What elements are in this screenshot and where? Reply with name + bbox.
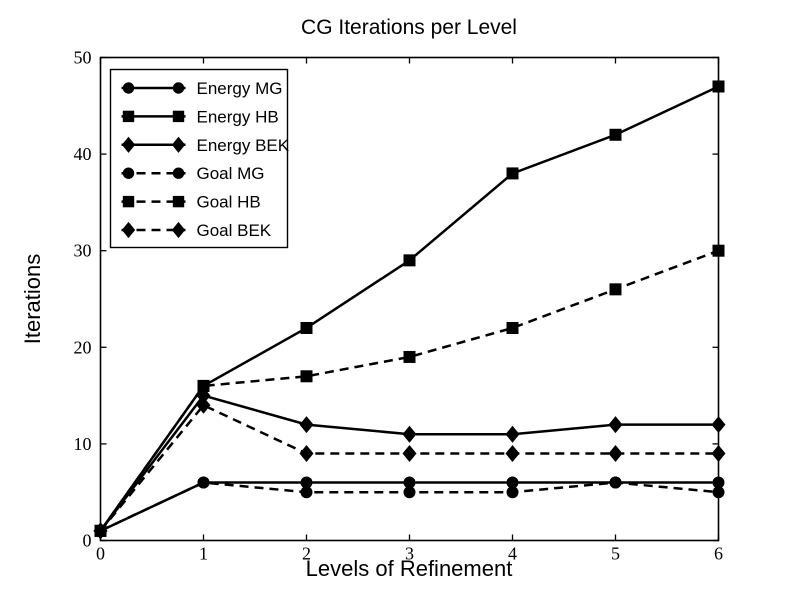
series-energy-hb-square-marker [403, 254, 416, 267]
series-energy-bek-diamond-marker [608, 416, 623, 434]
x-tick-label: 6 [714, 544, 723, 564]
series-energy-bek-diamond-marker [402, 425, 417, 443]
x-tick-label: 5 [611, 544, 620, 564]
series-goal-hb-square-marker [609, 283, 622, 296]
legend-item-energy-hb-label: Energy HB [197, 107, 279, 126]
series-goal-bek [93, 396, 726, 540]
x-tick-label: 1 [199, 544, 208, 564]
series-energy-hb-square-marker [712, 80, 725, 93]
legend-item-goal-mg: Goal MG [121, 164, 265, 183]
series-goal-bek-diamond-marker [299, 445, 314, 463]
series-goal-mg-circle-marker [403, 486, 416, 499]
series-energy-bek-diamond-marker [299, 416, 314, 434]
legend-item-energy-mg-circle-marker [172, 82, 185, 94]
legend-item-goal-mg-circle-marker [122, 167, 135, 179]
legend-item-goal-hb-label: Goal HB [197, 193, 261, 212]
x-tick-label: 3 [405, 544, 414, 564]
series-goal-mg-circle-marker [712, 486, 725, 499]
series-goal-bek-diamond-marker [93, 522, 108, 540]
legend-item-goal-hb-square-marker [122, 195, 135, 208]
y-tick-label: 30 [74, 241, 92, 261]
legend: Energy MG Energy HB Energy BEK Goal MG Goal … [109, 68, 290, 249]
series-energy-mg-circle-marker [506, 476, 519, 489]
series-energy-bek-line [99, 394, 719, 532]
legend-item-goal-hb: Goal HB [121, 193, 261, 212]
series-energy-mg-circle-marker [403, 476, 416, 489]
series-goal-bek-diamond-marker [196, 396, 211, 414]
series-goal-mg-circle-marker [300, 486, 313, 499]
legend-item-energy-bek: Energy BEK [121, 136, 290, 155]
y-tick-label: 0 [83, 531, 92, 551]
series-goal-hb-square-marker [403, 350, 416, 363]
y-tick-label: 40 [74, 144, 92, 164]
series-goal-bek-diamond-marker [505, 445, 520, 463]
legend-item-goal-bek-diamond-marker [171, 221, 186, 239]
series-goal-bek-diamond-marker [608, 445, 623, 463]
series-goal-hb-square-marker [712, 244, 725, 257]
legend-item-energy-mg-circle-marker [122, 82, 135, 94]
legend-item-energy-bek-diamond-marker [121, 136, 136, 153]
x-tick-label: 2 [302, 544, 311, 564]
series-energy-bek [93, 387, 726, 540]
legend-item-energy-hb: Energy HB [121, 107, 279, 126]
series-energy-hb-square-marker [609, 128, 622, 141]
series-goal-mg-circle-marker [506, 486, 519, 499]
series-energy-bek-diamond-marker [711, 416, 726, 434]
series-energy-hb-square-marker [506, 167, 519, 180]
legend-item-energy-mg: Energy MG [121, 79, 283, 98]
series-energy-hb-square-marker [300, 321, 313, 334]
legend-item-energy-hb-square-marker [172, 110, 185, 123]
series-goal-mg-circle-marker [609, 476, 622, 489]
series-goal-bek-diamond-marker [402, 445, 417, 463]
x-axis-label: Levels of Refinement [305, 556, 513, 581]
series-energy-bek-diamond-marker [505, 425, 520, 443]
legend-item-energy-mg-label: Energy MG [197, 79, 283, 98]
legend-item-goal-mg-circle-marker [172, 167, 185, 179]
legend-item-goal-bek: Goal BEK [121, 221, 272, 240]
legend-box [109, 68, 289, 249]
series-energy-mg [94, 476, 725, 537]
y-tick-label: 50 [74, 48, 92, 68]
series-goal-bek-diamond-marker [711, 445, 726, 463]
x-tick-label: 4 [508, 544, 517, 564]
legend-item-goal-hb-square-marker [172, 195, 185, 208]
legend-item-goal-bek-label: Goal BEK [197, 221, 272, 240]
legend-item-energy-bek-label: Energy BEK [197, 136, 290, 155]
y-tick-label: 10 [74, 434, 92, 454]
series-goal-hb-square-marker [197, 379, 210, 392]
legend-item-goal-bek-diamond-marker [121, 221, 136, 239]
legend-item-goal-mg-label: Goal MG [197, 164, 265, 183]
legend-item-energy-bek-diamond-marker [171, 136, 186, 153]
series-goal-hb-square-marker [300, 370, 313, 383]
chart-title: CG Iterations per Level [301, 16, 517, 39]
y-tick-label: 20 [74, 337, 92, 357]
series-goal-mg-circle-marker [197, 476, 210, 489]
series-energy-mg-circle-marker [300, 476, 313, 489]
series-energy-mg-circle-marker [712, 476, 725, 489]
series-goal-hb-square-marker [506, 321, 519, 334]
x-tick-label: 0 [96, 544, 105, 564]
legend-item-energy-hb-square-marker [122, 110, 135, 123]
